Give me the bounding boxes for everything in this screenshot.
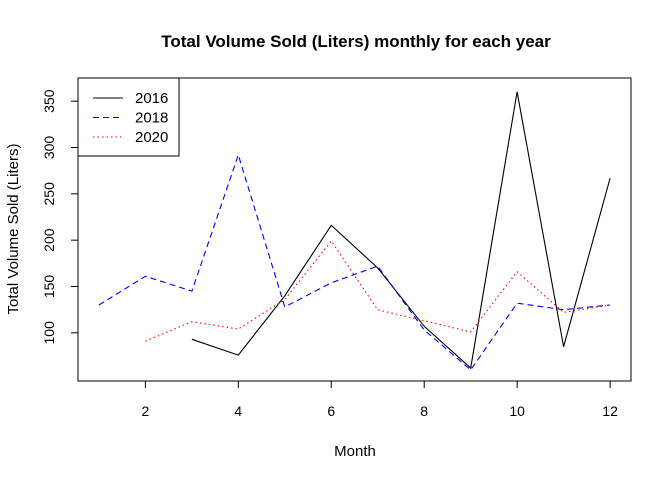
x-tick-label: 8 — [420, 403, 428, 419]
x-axis: 2 4 6 8 10 12 — [141, 380, 618, 419]
series-line-2018 — [98, 153, 611, 371]
y-axis-title: Total Volume Sold (Liters) — [5, 144, 22, 315]
legend-label-2020: 2020 — [135, 129, 168, 146]
x-tick-label: 12 — [602, 403, 618, 419]
y-tick-label: 350 — [41, 89, 57, 113]
x-tick-label: 6 — [327, 403, 335, 419]
x-tick-label: 4 — [234, 403, 242, 419]
series-line-2016 — [191, 91, 611, 370]
legend-label-2016: 2016 — [135, 90, 168, 107]
legend: 2016 2018 2020 — [77, 77, 180, 157]
y-tick-label: 300 — [41, 136, 57, 160]
chart-title: Total Volume Sold (Liters) monthly for e… — [161, 32, 551, 51]
y-tick-label: 150 — [41, 275, 57, 299]
y-tick-label: 250 — [41, 182, 57, 206]
x-tick-label: 10 — [509, 403, 525, 419]
series-layer — [98, 91, 611, 371]
y-axis: 100 150 200 250 300 350 — [41, 89, 79, 345]
y-tick-label: 100 — [41, 321, 57, 345]
series-line-2020 — [145, 240, 611, 342]
x-tick-label: 2 — [141, 403, 149, 419]
x-axis-title: Month — [334, 443, 376, 460]
legend-label-2018: 2018 — [135, 110, 168, 127]
y-tick-label: 200 — [41, 228, 57, 252]
